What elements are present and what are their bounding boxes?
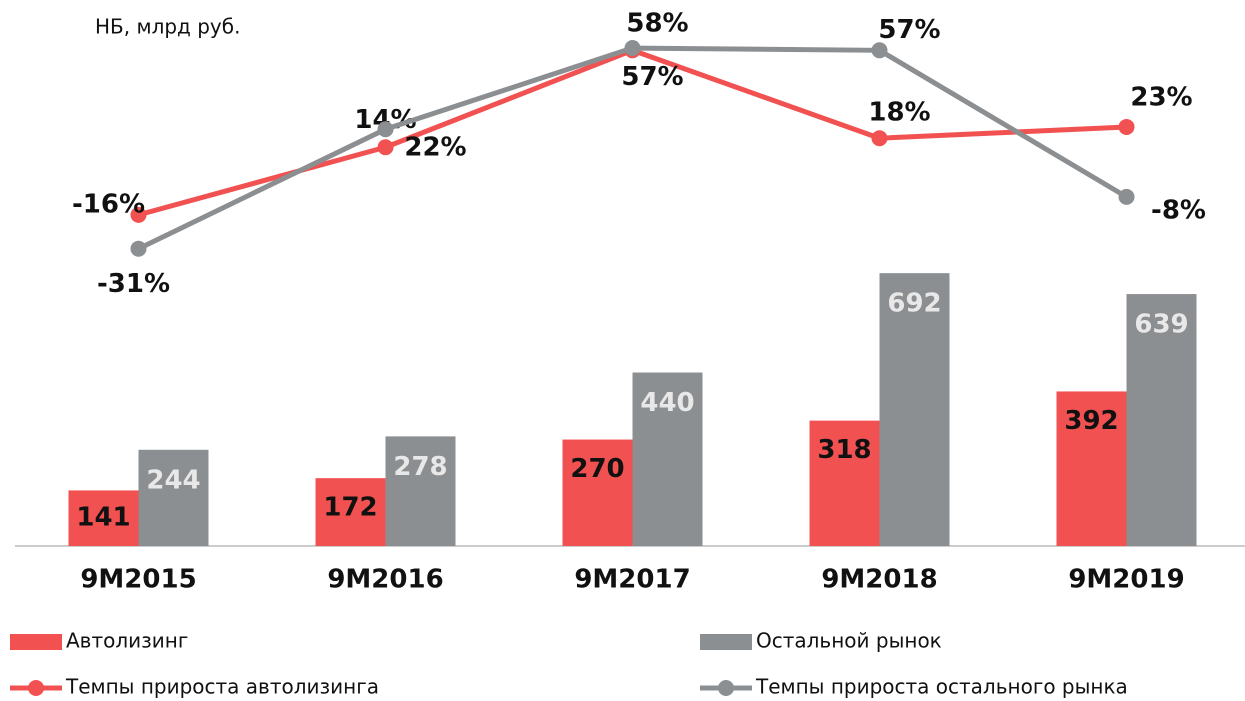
line-label: 22% xyxy=(404,133,466,163)
legend-label: Темпы прироста остального рынка xyxy=(755,675,1128,699)
x-tick-label: 9M2017 xyxy=(574,565,690,595)
x-tick-label: 9M2016 xyxy=(327,565,443,595)
line-marker xyxy=(871,130,888,147)
bar-label: 278 xyxy=(393,452,447,482)
legend-swatch xyxy=(28,680,44,696)
legend-label: Автолизинг xyxy=(66,629,188,653)
x-tick-label: 9M2019 xyxy=(1068,565,1184,595)
line-label: -16% xyxy=(72,189,145,219)
bar-label: 141 xyxy=(76,503,130,533)
x-tick-label: 9M2015 xyxy=(80,565,196,595)
bar-label: 318 xyxy=(817,435,871,465)
legend-swatch xyxy=(10,634,62,650)
bar xyxy=(1056,391,1127,546)
line-marker xyxy=(871,42,888,59)
bar xyxy=(879,273,950,546)
legend-swatch xyxy=(718,680,734,696)
bar-label: 392 xyxy=(1064,406,1118,436)
bar-label: 172 xyxy=(323,493,377,523)
line-label: 23% xyxy=(1130,82,1192,112)
bar xyxy=(315,478,386,546)
line-label: 58% xyxy=(626,9,688,39)
line-label: 57% xyxy=(878,15,940,45)
legend-swatch xyxy=(700,634,752,650)
x-tick-label: 9M2018 xyxy=(821,565,937,595)
line-label: -8% xyxy=(1151,195,1206,225)
line-marker xyxy=(1118,118,1135,135)
bar-label: 692 xyxy=(887,289,941,319)
bar xyxy=(1126,294,1197,546)
bar xyxy=(562,439,633,546)
bar-label: 270 xyxy=(570,454,624,484)
line-label: -31% xyxy=(97,269,170,299)
bar xyxy=(809,420,880,546)
bar xyxy=(385,436,456,546)
line-marker xyxy=(130,206,147,223)
line-marker xyxy=(624,40,641,57)
bar-label: 244 xyxy=(146,465,200,495)
legend-label: Остальной рынок xyxy=(756,629,942,653)
bar xyxy=(68,490,139,546)
bar xyxy=(138,449,209,546)
line-marker xyxy=(377,139,394,156)
bar-label: 440 xyxy=(640,388,694,418)
line-marker xyxy=(1118,188,1135,205)
line-marker xyxy=(130,240,147,257)
bar-label: 639 xyxy=(1134,310,1188,340)
line-label: 57% xyxy=(621,62,683,92)
legend-label: Темпы прироста автолизинга xyxy=(65,675,379,699)
bar xyxy=(632,372,703,546)
chart-title: НБ, млрд руб. xyxy=(95,15,240,39)
line-marker xyxy=(377,121,394,138)
line-label: 18% xyxy=(868,98,930,128)
